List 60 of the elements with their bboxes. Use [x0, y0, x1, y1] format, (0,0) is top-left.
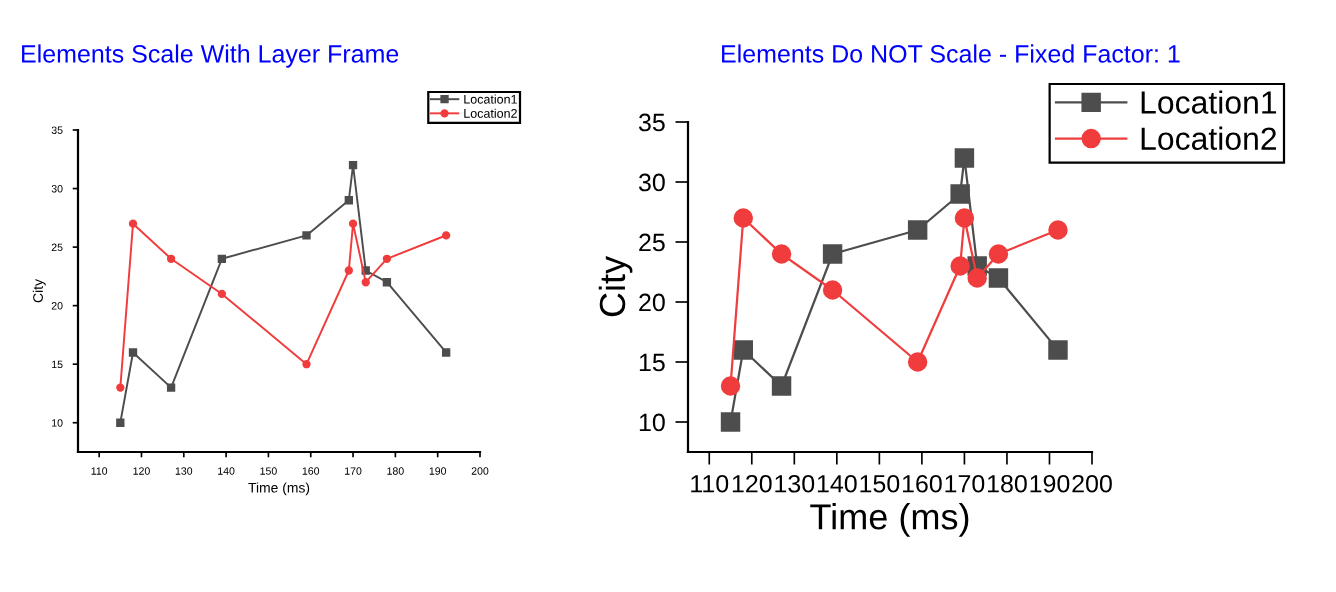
point: [822, 244, 843, 264]
y-tick-label: 25: [639, 233, 665, 252]
point: [822, 280, 843, 300]
y-axis-title: City: [598, 255, 633, 317]
legend-label: Location1: [1141, 90, 1277, 114]
point: [988, 244, 1009, 264]
point: [116, 383, 125, 392]
x-tick-label: 110: [691, 474, 729, 493]
point: [950, 256, 970, 276]
point: [344, 196, 353, 205]
x-tick-label: 150: [860, 474, 900, 493]
point: [720, 412, 741, 432]
point: [348, 160, 358, 170]
legend-label: Location2: [1141, 126, 1277, 151]
point: [967, 268, 987, 288]
point: [907, 352, 928, 372]
y-tick-label: 20: [639, 293, 665, 312]
x-tick-label: 120: [732, 474, 772, 493]
y-tick-label: 15: [639, 353, 665, 372]
point: [302, 231, 311, 240]
x-tick-label: 200: [1072, 474, 1112, 493]
point: [907, 220, 928, 240]
x-tick-label: 130: [775, 474, 815, 493]
point: [441, 231, 451, 240]
point: [954, 148, 975, 168]
point: [382, 278, 392, 287]
point: [344, 266, 353, 275]
point: [720, 376, 741, 396]
point: [166, 254, 176, 263]
point: [950, 184, 970, 204]
y-tick-label: 35: [638, 113, 665, 132]
point: [217, 289, 227, 299]
point: [217, 254, 227, 263]
point: [441, 348, 451, 357]
x-tick-label: 170: [945, 474, 985, 493]
point: [954, 208, 975, 228]
point: [733, 208, 754, 228]
x-tick-label: 140: [817, 474, 857, 493]
point: [988, 268, 1009, 288]
point: [1048, 220, 1068, 240]
point: [116, 418, 125, 427]
point: [166, 383, 176, 392]
point: [302, 360, 311, 369]
x-tick-label: 160: [902, 474, 942, 493]
point: [771, 376, 792, 396]
point: [733, 340, 754, 360]
y-tick-label: 10: [639, 413, 665, 432]
point: [348, 219, 358, 228]
x-axis-title: Time (ms): [810, 503, 969, 537]
point: [361, 278, 370, 287]
point: [771, 244, 792, 264]
y-tick-label: 30: [638, 173, 665, 192]
point: [128, 348, 138, 357]
chart-title: Elements Scale With Layer Frame: [22, 44, 399, 68]
point: [382, 254, 392, 263]
point: [1048, 340, 1068, 360]
chart-title: Elements Do NOT Scale - Fixed Factor: 1: [722, 44, 1180, 63]
x-tick-label: 190: [1030, 474, 1070, 493]
x-tick-label: 180: [988, 474, 1027, 493]
point: [128, 219, 138, 228]
